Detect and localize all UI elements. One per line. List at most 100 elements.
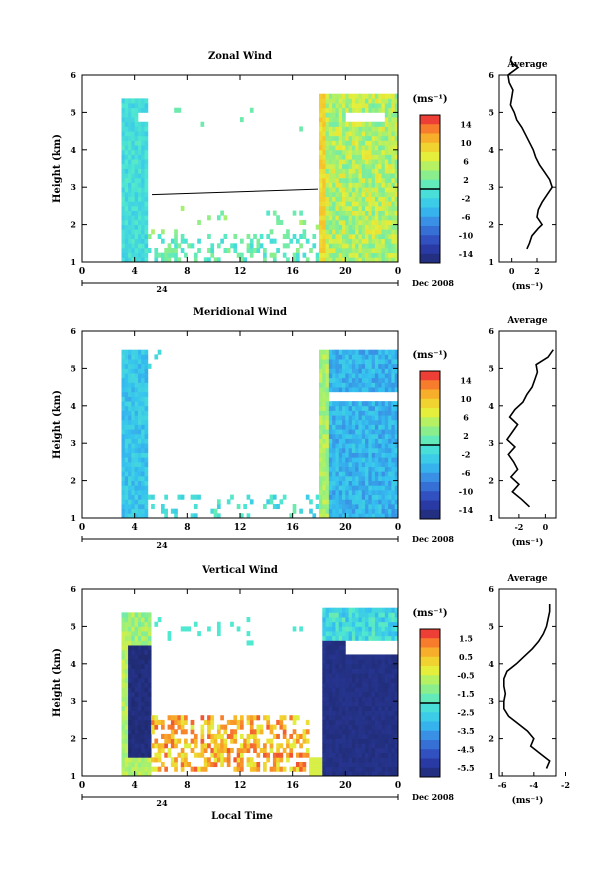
heatmap-cell — [361, 621, 366, 627]
colorbar-swatch — [420, 749, 440, 759]
heatmap-cell — [345, 424, 350, 430]
heatmap-cell — [335, 738, 340, 744]
avg-y-tick-label: 6 — [488, 70, 494, 80]
heatmap-cell — [332, 621, 336, 627]
heatmap-cell — [325, 452, 330, 458]
heatmap-cell — [128, 229, 132, 235]
heatmap-cell — [351, 252, 356, 258]
heatmap-cell — [319, 238, 323, 244]
heatmap-cell — [131, 145, 136, 151]
heatmap-cell — [128, 252, 132, 258]
heatmap-cell — [272, 752, 277, 758]
heatmap-cell — [381, 201, 386, 207]
heatmap-cell — [388, 466, 392, 472]
heatmap-cell — [253, 747, 257, 754]
heatmap-cell — [144, 668, 149, 674]
heatmap-cell — [328, 719, 333, 725]
heatmap-cell — [394, 466, 399, 472]
heatmap-cell — [246, 761, 251, 768]
heatmap-cell — [384, 93, 389, 99]
heatmap-cell — [328, 668, 333, 674]
heatmap-cell — [388, 513, 392, 519]
heatmap-cell — [368, 499, 373, 505]
heatmap-cell — [174, 729, 178, 735]
heatmap-cell — [240, 719, 244, 725]
heatmap-cell — [378, 733, 382, 739]
heatmap-cell — [332, 131, 336, 137]
colorbar-swatch — [420, 417, 440, 427]
heatmap-cell — [378, 219, 382, 226]
heatmap-cell — [365, 131, 369, 137]
heatmap-cell — [332, 452, 336, 458]
heatmap-cell — [325, 710, 330, 716]
heatmap-cell — [144, 631, 149, 637]
heatmap-cell — [295, 761, 300, 768]
heatmap-cell — [371, 107, 376, 113]
heatmap-cell — [391, 112, 396, 118]
heatmap-cell — [388, 438, 392, 444]
heatmap-cell — [361, 149, 366, 155]
heatmap-cell — [144, 252, 149, 258]
heatmap-cell — [322, 433, 326, 439]
heatmap-cell — [332, 499, 336, 505]
heatmap-cell — [279, 715, 284, 721]
heatmap-cell — [223, 233, 228, 240]
heatmap-cell — [328, 645, 333, 651]
heatmap-cell — [365, 701, 369, 707]
heatmap-cell — [381, 424, 386, 430]
heatmap-cell — [335, 499, 340, 505]
heatmap-cell — [332, 354, 336, 360]
heatmap-cell — [325, 396, 330, 402]
heatmap-cell — [391, 224, 396, 230]
heatmap-cell — [141, 640, 145, 646]
heatmap-cell — [335, 377, 340, 383]
heatmap-cell — [319, 405, 323, 411]
heatmap-cell — [190, 738, 195, 744]
heatmap-cell — [355, 429, 359, 435]
heatmap-cell — [131, 715, 136, 721]
heatmap-cell — [361, 663, 366, 669]
heatmap-cell — [137, 382, 142, 388]
heatmap-cell — [355, 663, 359, 669]
heatmap-cell — [121, 747, 126, 754]
heatmap-cell — [121, 621, 126, 627]
heatmap-cell — [358, 224, 363, 230]
heatmap-cell — [128, 757, 132, 763]
heatmap-cell — [378, 382, 382, 388]
heatmap-cell — [338, 645, 343, 651]
heatmap-cell — [348, 710, 353, 716]
heatmap-cell — [361, 424, 366, 430]
heatmap-cell — [378, 729, 382, 735]
heatmap-cell — [322, 696, 326, 702]
heatmap-cell — [351, 682, 356, 688]
heatmap-cell — [345, 729, 350, 735]
heatmap-cell — [325, 415, 330, 421]
heatmap-cell — [207, 715, 211, 721]
heatmap-cell — [342, 349, 346, 355]
heatmap-cell — [332, 205, 336, 211]
heatmap-cell — [325, 645, 330, 651]
heatmap-cell — [358, 659, 363, 665]
heatmap-cell — [141, 215, 145, 221]
heatmap-cell — [358, 107, 363, 113]
heatmap-cell — [322, 354, 326, 360]
heatmap-cell — [124, 140, 129, 146]
heatmap-cell — [325, 205, 330, 211]
heatmap-cell — [374, 163, 379, 169]
heatmap-cell — [342, 724, 346, 730]
heatmap-cell — [319, 401, 323, 407]
heatmap-cell — [137, 635, 142, 641]
heatmap-cell — [223, 738, 228, 744]
heatmap-cell — [328, 424, 333, 430]
heatmap-cell — [167, 635, 172, 641]
heatmap-cell — [141, 391, 145, 397]
heatmap-cell — [361, 729, 366, 735]
heatmap-cell — [174, 719, 178, 725]
heatmap-cell — [371, 626, 376, 632]
heatmap-cell — [289, 766, 294, 772]
heatmap-cell — [388, 177, 392, 183]
heatmap-cell — [358, 654, 363, 660]
heatmap-cell — [319, 452, 323, 458]
heatmap-cell — [124, 173, 129, 179]
